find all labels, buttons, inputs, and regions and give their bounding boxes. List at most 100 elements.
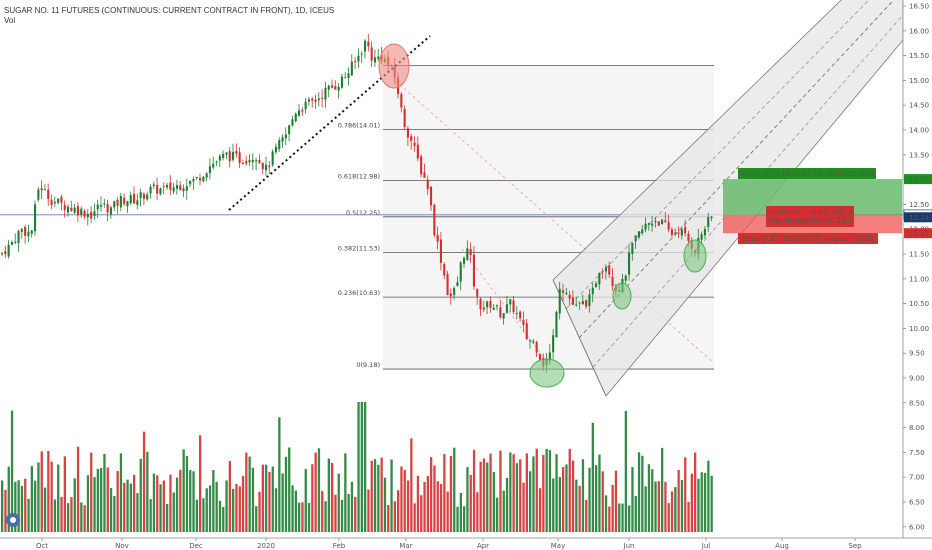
volume-bar — [529, 471, 532, 532]
x-tick-label: Sep — [848, 542, 862, 550]
volume-bar — [291, 485, 294, 532]
candle-body — [373, 57, 376, 63]
x-tick-label: Mar — [399, 542, 412, 550]
candle-body — [294, 113, 297, 122]
volume-bar — [344, 453, 347, 532]
volume-bar — [70, 497, 73, 532]
candle-body — [522, 319, 525, 325]
candle-body — [159, 188, 162, 195]
volume-bar — [535, 448, 538, 532]
volume-bar — [192, 471, 195, 532]
volume-bar — [406, 480, 410, 532]
volume-bar — [595, 465, 598, 532]
channel-edge — [552, 279, 607, 397]
volume-bar — [225, 480, 228, 532]
candle-body — [525, 323, 528, 340]
candle-body — [624, 275, 627, 281]
candle-body — [222, 153, 225, 158]
candle-body — [601, 271, 604, 273]
candle-body — [670, 229, 673, 235]
volume-bar — [205, 488, 208, 532]
volume-bar — [100, 467, 103, 532]
volume-bar — [581, 459, 585, 532]
candle-body — [17, 231, 20, 244]
candle-body — [119, 196, 122, 208]
volume-bar — [430, 457, 433, 532]
candle-body — [258, 159, 261, 163]
volume-bar — [337, 473, 340, 532]
volume-bar — [73, 478, 76, 532]
candle-body — [400, 94, 403, 108]
volume-bar — [413, 503, 416, 532]
volume-bar — [175, 477, 179, 532]
candle-body — [588, 294, 591, 306]
candle-body — [469, 248, 472, 256]
candle-body — [499, 307, 502, 318]
volume-bar — [383, 477, 387, 532]
y-tick-label: 14.50 — [909, 102, 929, 110]
target-label: Target: 0.72 (5.86%) 72, Amount: 1000 — [737, 170, 875, 178]
candle-body — [700, 234, 703, 240]
volume-bar — [14, 481, 17, 532]
channel-quarter-upper — [565, 0, 870, 310]
target-label-bg — [738, 168, 876, 179]
candle-body — [509, 299, 512, 305]
target-price-label: 13.01 — [909, 176, 929, 184]
candle-body — [496, 305, 499, 307]
candle-body — [172, 187, 175, 192]
candle-body — [235, 151, 238, 154]
y-tick-label: 12.50 — [909, 201, 929, 209]
candle-body — [562, 290, 565, 293]
candle-body — [340, 76, 343, 88]
candle-body — [67, 206, 70, 213]
candle-body — [86, 213, 89, 218]
volume-bar — [195, 499, 198, 532]
volume-bar — [390, 459, 393, 532]
green-highlight-circle — [612, 282, 632, 310]
candle-body — [156, 185, 159, 194]
candle-body — [175, 185, 178, 189]
candle-body — [703, 229, 706, 236]
candle-body — [710, 216, 713, 218]
fib-label: 0.5(12.25) — [346, 209, 380, 217]
volume-bar — [423, 481, 426, 532]
volume-bar — [189, 470, 192, 532]
volume-bar — [241, 475, 245, 532]
candle-body — [453, 288, 456, 296]
volume-bar — [538, 488, 542, 532]
candle-body — [113, 201, 116, 208]
volume-bar — [621, 503, 624, 532]
volume-bar — [30, 466, 33, 532]
channel-median — [578, 0, 895, 339]
volume-bar — [707, 460, 710, 532]
candle-body — [657, 221, 660, 226]
candle-body — [420, 156, 423, 175]
volume-bar — [324, 501, 327, 532]
volume-bar — [40, 451, 43, 532]
volume-bar — [80, 502, 83, 532]
volume-bar — [515, 463, 519, 532]
y-tick-label: 16.50 — [909, 3, 929, 11]
candle-body — [571, 297, 574, 305]
candle-body — [255, 160, 258, 162]
candle-body — [212, 163, 215, 168]
candle-body — [687, 233, 690, 241]
volume-bar — [420, 495, 423, 532]
candle-body — [146, 194, 149, 200]
volume-bar — [317, 448, 321, 532]
candle-body — [502, 313, 505, 319]
candle-body — [7, 244, 10, 257]
volume-bar — [350, 481, 354, 532]
candle-body — [136, 200, 139, 205]
volume-bar — [469, 474, 472, 532]
volume-bar — [222, 506, 225, 532]
candle-body — [558, 288, 561, 314]
candle-body — [311, 98, 314, 101]
chart-title: SUGAR NO. 11 FUTURES (CONTINUOUS: CURREN… — [4, 6, 335, 15]
y-tick-label: 8.50 — [909, 399, 925, 407]
volume-bar — [387, 504, 390, 532]
volume-bar — [268, 472, 271, 532]
volume-bar — [568, 448, 571, 532]
candle-body — [80, 208, 83, 215]
